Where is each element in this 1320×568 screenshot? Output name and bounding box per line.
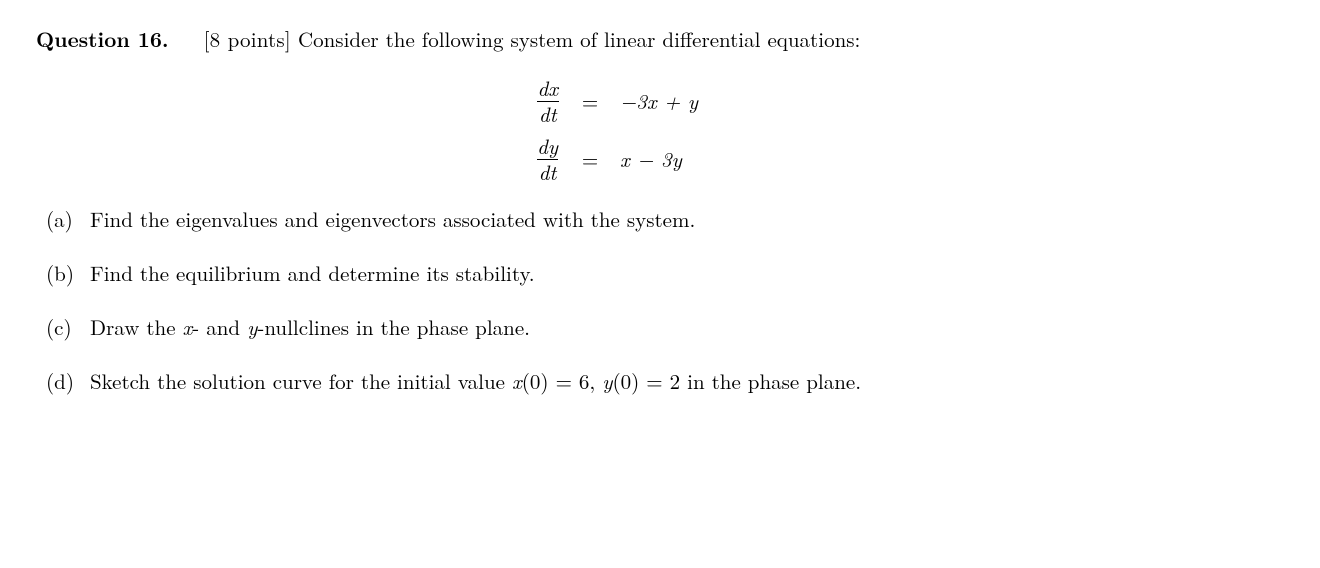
- question-points: [8 points]: [204, 24, 291, 54]
- equation-2: dy dt = x − 3y: [450, 130, 870, 188]
- part-d-y: y: [602, 366, 612, 396]
- part-c-xvar: x: [183, 312, 193, 342]
- part-d-prefix: Sketch the solution curve for the initia…: [90, 366, 512, 396]
- part-c-yvar: y: [247, 312, 257, 342]
- part-d: (d) Sketch the solution curve for the in…: [36, 366, 1284, 396]
- parts-list: (a) Find the eigenvalues and eigenvector…: [36, 204, 1284, 396]
- equation-1-lhs: dx dt: [450, 77, 560, 124]
- part-d-x: x: [512, 366, 522, 396]
- part-c-label: (c): [46, 312, 90, 342]
- part-a: (a) Find the eigenvalues and eigenvector…: [36, 204, 1284, 234]
- part-b-label: (b): [46, 258, 90, 288]
- question-label: Question 16.: [36, 24, 169, 54]
- question-header: Question 16. [8 points] Consider the fol…: [36, 24, 1284, 54]
- part-b: (b) Find the equilibrium and determine i…: [36, 258, 1284, 288]
- part-d-paren1: (0) = 6,: [522, 366, 603, 396]
- equation-system: dx dt = −3x + y dy dt = x − 3y: [450, 72, 870, 188]
- equation-2-lhs: dy dt: [450, 135, 560, 182]
- equation-2-rhs: x − 3y: [620, 144, 870, 174]
- part-d-paren2: (0) = 2: [612, 366, 680, 396]
- part-c-prefix: Draw the: [90, 312, 183, 342]
- eq2-num: dy: [535, 135, 560, 158]
- part-c-mid: - and: [192, 312, 247, 342]
- equation-1-rhs: −3x + y: [620, 86, 870, 116]
- part-c: (c) Draw the x- and y-nullclines in the …: [36, 312, 1284, 342]
- equation-1: dx dt = −3x + y: [450, 72, 870, 130]
- eq1-num: dx: [536, 77, 560, 100]
- page: Question 16. [8 points] Consider the fol…: [0, 0, 1320, 396]
- question-intro: Consider the following system of linear …: [298, 24, 860, 54]
- eq1-den: dt: [537, 101, 559, 125]
- part-c-text: Draw the x- and y-nullclines in the phas…: [90, 312, 1284, 342]
- part-c-suffix: -nullclines in the phase plane.: [257, 312, 530, 342]
- part-d-suffix: in the phase plane.: [680, 366, 861, 396]
- part-a-label: (a): [46, 204, 90, 234]
- equation-2-eq: =: [560, 144, 620, 174]
- eq2-den: dt: [537, 159, 559, 183]
- part-b-text: Find the equilibrium and determine its s…: [90, 258, 1284, 288]
- part-d-label: (d): [46, 366, 90, 396]
- part-d-text: Sketch the solution curve for the initia…: [90, 366, 1284, 396]
- part-a-text: Find the eigenvalues and eigenvectors as…: [90, 204, 1284, 234]
- equation-1-eq: =: [560, 86, 620, 116]
